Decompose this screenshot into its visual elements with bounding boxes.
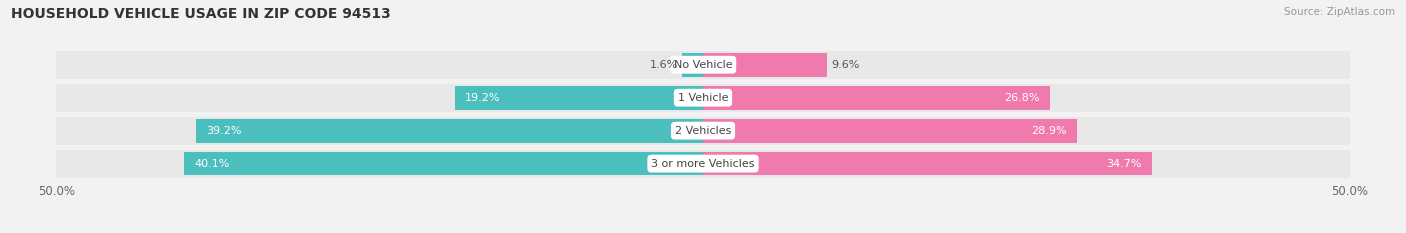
Text: 9.6%: 9.6% (831, 60, 859, 70)
Bar (703, 152, 1152, 175)
Bar (56, 117, 1350, 145)
Text: 40.1%: 40.1% (194, 159, 231, 169)
Bar (703, 119, 1077, 143)
Text: 1 Vehicle: 1 Vehicle (678, 93, 728, 103)
Bar (682, 53, 703, 77)
Text: 26.8%: 26.8% (1004, 93, 1039, 103)
Bar (56, 51, 1350, 79)
Text: Source: ZipAtlas.com: Source: ZipAtlas.com (1284, 7, 1395, 17)
Text: 28.9%: 28.9% (1031, 126, 1067, 136)
Text: HOUSEHOLD VEHICLE USAGE IN ZIP CODE 94513: HOUSEHOLD VEHICLE USAGE IN ZIP CODE 9451… (11, 7, 391, 21)
Bar (195, 119, 703, 143)
Bar (56, 84, 1350, 112)
Bar (454, 86, 703, 110)
Bar (703, 86, 1050, 110)
Bar (184, 152, 703, 175)
Bar (56, 150, 1350, 178)
Text: 1.6%: 1.6% (650, 60, 679, 70)
Text: 39.2%: 39.2% (207, 126, 242, 136)
Text: No Vehicle: No Vehicle (673, 60, 733, 70)
Bar (703, 53, 827, 77)
Text: 2 Vehicles: 2 Vehicles (675, 126, 731, 136)
Text: 34.7%: 34.7% (1107, 159, 1142, 169)
Text: 19.2%: 19.2% (465, 93, 501, 103)
Text: 3 or more Vehicles: 3 or more Vehicles (651, 159, 755, 169)
